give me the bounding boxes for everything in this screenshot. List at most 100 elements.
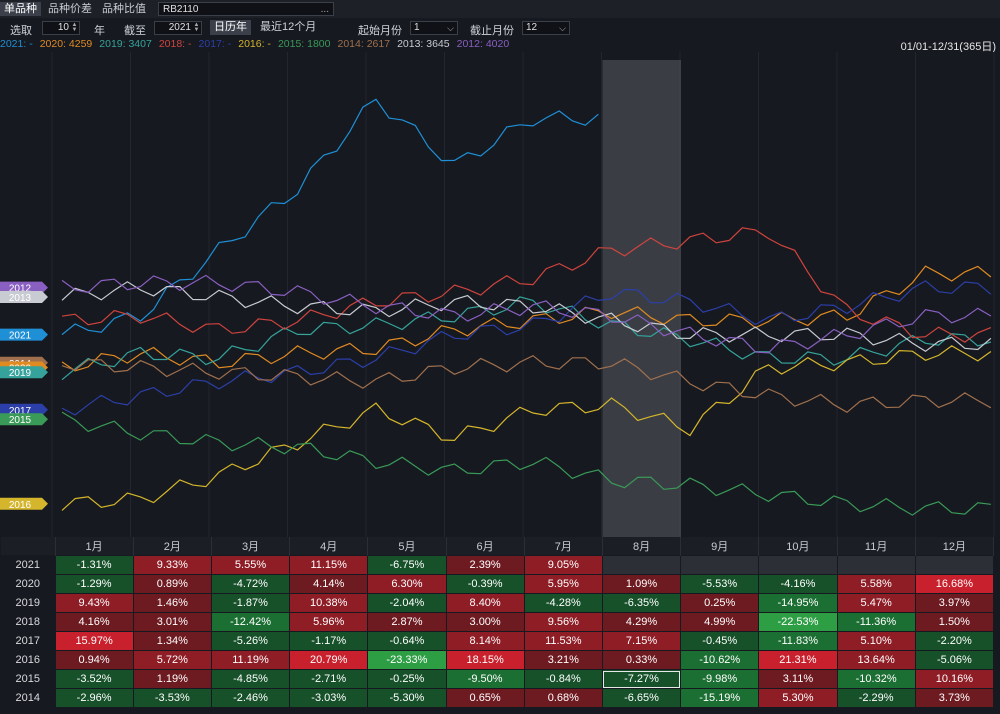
change-cell[interactable]: 4.16% [54,612,134,632]
change-cell[interactable]: 9.43% [54,593,134,613]
legend-item[interactable]: 2015: 1800 [277,38,331,50]
browse-button[interactable]: ... [320,4,329,15]
change-cell[interactable]: -2.46% [210,688,291,708]
change-cell[interactable]: 0.68% [523,688,603,708]
end-month-select[interactable]: 12 ⌵ [522,21,570,35]
change-cell[interactable]: 3.21% [523,650,603,670]
change-cell[interactable]: 1.46% [132,593,212,613]
change-cell[interactable]: 1.34% [132,631,212,651]
change-cell[interactable]: 2.87% [367,612,447,632]
change-cell[interactable]: -4.72% [210,574,291,594]
until-year-stepper[interactable]: 2021 ▲ ▼ [154,21,202,35]
change-cell[interactable]: 11.53% [523,631,603,651]
legend-item[interactable]: 2019: 3407 [99,38,152,50]
legend-item[interactable]: 2013: 3645 [397,38,450,50]
legend-item[interactable]: 2012: 4020 [456,38,510,50]
change-cell[interactable]: 5.47% [836,593,916,613]
change-cell[interactable]: -2.96% [54,688,134,708]
tab-single-product[interactable]: 单品种 [0,2,41,16]
change-cell[interactable]: -0.39% [445,574,525,594]
change-cell[interactable]: -3.53% [132,688,212,708]
change-cell[interactable]: 18.15% [445,650,525,670]
stepper-arrows-icon[interactable]: ▲ ▼ [71,22,78,33]
change-cell[interactable]: 10.38% [289,593,369,613]
change-cell[interactable]: 5.96% [289,612,369,632]
change-cell[interactable]: 3.97% [914,593,995,613]
change-cell[interactable]: 1.19% [132,669,212,689]
change-cell[interactable]: -12.42% [210,612,291,632]
legend-item[interactable]: 2016: - [238,38,271,50]
change-cell[interactable]: -5.26% [210,631,291,651]
table-row[interactable]: 2014 -2.96% -3.53% -2.46% -3.03% -5.30% 0.65% 0… [0,688,995,708]
change-cell[interactable]: -6.75% [367,555,447,575]
change-cell[interactable]: 15.97% [54,631,134,651]
table-row[interactable]: 2020 -1.29% 0.89% -4.72% 4.14% 6.30% -0.39% 5.9… [0,574,995,594]
change-cell[interactable]: 4.99% [680,612,760,632]
change-cell[interactable]: 1.09% [601,574,682,594]
change-cell[interactable] [836,555,916,575]
change-cell[interactable]: -23.33% [367,650,447,670]
change-cell[interactable]: 5.55% [210,555,291,575]
change-cell[interactable]: 5.95% [523,574,603,594]
change-cell[interactable]: -1.29% [54,574,134,594]
change-cell[interactable]: -10.32% [836,669,916,689]
change-cell[interactable]: -1.31% [54,555,134,575]
change-cell[interactable]: 8.14% [445,631,525,651]
legend-item[interactable]: 2017: - [198,38,232,50]
change-cell[interactable]: -11.36% [836,612,916,632]
table-row[interactable]: 2016 0.94% 5.72% 11.19% 20.79% -23.33% 18.15% 3… [0,650,995,670]
change-cell[interactable]: -0.25% [367,669,447,689]
change-cell[interactable] [680,555,760,575]
years-stepper[interactable]: 10 ▲ ▼ [42,21,80,35]
contract-code-input[interactable]: RB2110 ... [158,2,334,16]
table-row[interactable]: 2018 4.16% 3.01% -12.42% 5.96% 2.87% 3.00% 9.56… [0,612,995,632]
change-cell[interactable]: -3.03% [289,688,369,708]
change-cell[interactable]: 9.05% [523,555,603,575]
legend-item[interactable]: 2014: 2617 [337,38,391,50]
calendar-year-button[interactable]: 日历年 [210,20,251,35]
change-cell[interactable]: -2.20% [914,631,995,651]
change-cell[interactable]: 11.19% [210,650,291,670]
change-cell[interactable]: 3.01% [132,612,212,632]
table-row[interactable]: 2021 -1.31% 9.33% 5.55% 11.15% -6.75% 2.39% 9.0… [0,555,995,575]
table-row[interactable]: 2015 -3.52% 1.19% -4.85% -2.71% -0.25% -9.50% -… [0,669,995,689]
change-cell[interactable]: 10.16% [914,669,995,689]
change-cell[interactable]: -22.53% [758,612,838,632]
change-cell[interactable]: 16.68% [914,574,995,594]
change-cell[interactable] [601,555,682,575]
change-cell[interactable]: 6.30% [367,574,447,594]
change-cell[interactable]: 4.29% [601,612,682,632]
change-cell[interactable]: -6.35% [601,593,682,613]
change-cell[interactable]: 0.89% [132,574,212,594]
change-cell[interactable]: -0.64% [367,631,447,651]
change-cell[interactable]: -3.52% [54,669,134,689]
change-cell[interactable]: 0.65% [445,688,525,708]
change-cell[interactable]: -0.84% [523,669,603,689]
change-cell[interactable]: 5.10% [836,631,916,651]
start-month-select[interactable]: 1 ⌵ [410,21,458,35]
change-cell[interactable] [914,555,995,575]
change-cell[interactable]: 5.58% [836,574,916,594]
change-cell[interactable]: -4.16% [758,574,838,594]
change-cell[interactable]: -5.06% [914,650,995,670]
change-cell[interactable]: 5.30% [758,688,838,708]
change-cell[interactable]: 0.94% [54,650,134,670]
legend-item[interactable]: 2020: 4259 [39,38,93,50]
stepper-arrows-icon[interactable]: ▲ ▼ [193,22,200,33]
change-cell[interactable]: 0.33% [601,650,682,670]
change-cell[interactable]: -5.53% [680,574,760,594]
change-cell[interactable]: 2.39% [445,555,525,575]
change-cell[interactable]: 21.31% [758,650,838,670]
change-cell[interactable]: -9.50% [445,669,525,689]
change-cell[interactable]: 20.79% [289,650,369,670]
change-cell[interactable]: 9.56% [523,612,603,632]
tab-ratio[interactable]: 品种比值 [102,3,146,15]
change-cell[interactable]: 8.40% [445,593,525,613]
table-row[interactable]: 2017 15.97% 1.34% -5.26% -1.17% -0.64% 8.14% 11… [0,631,995,651]
change-cell[interactable]: -2.29% [836,688,916,708]
change-cell[interactable] [758,555,838,575]
change-cell[interactable]: -14.95% [758,593,838,613]
change-cell[interactable]: -10.62% [680,650,760,670]
change-cell[interactable]: -0.45% [680,631,760,651]
change-cell[interactable]: 9.33% [132,555,212,575]
